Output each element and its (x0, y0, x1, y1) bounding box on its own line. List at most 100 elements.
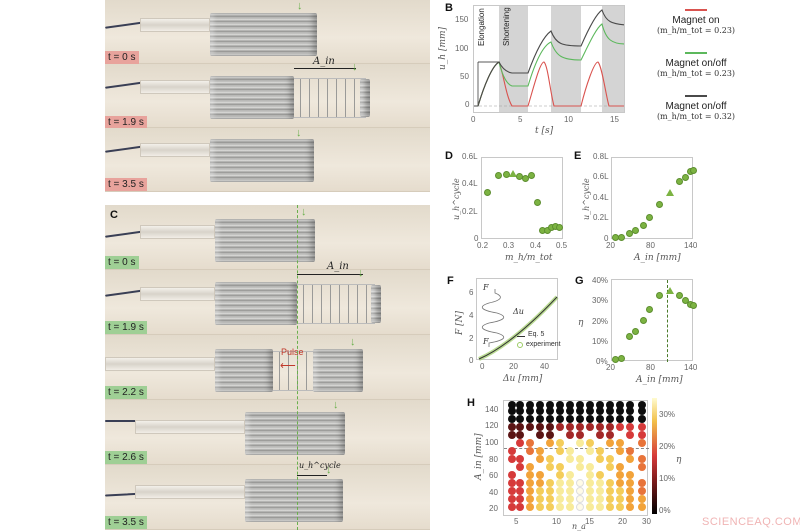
heatmap-point (566, 401, 574, 409)
shade-2 (551, 6, 581, 112)
syringe-tube (140, 18, 210, 32)
shortening-shade (499, 6, 528, 112)
panel-c-letter: C (110, 209, 118, 221)
heatmap-point (526, 495, 534, 503)
watermark: SCIENCEAQ.COM (702, 516, 800, 528)
f-xlabel: Δu [mm] (503, 374, 543, 384)
heatmap-point (526, 439, 534, 447)
heatmap-point (616, 479, 624, 487)
h-xlabel: n_a (572, 522, 586, 531)
h-xtick: 20 (618, 517, 627, 526)
data-point (656, 201, 663, 208)
time-label: t = 3.5 s (105, 178, 147, 191)
legend-magnet-onoff-023: Magnet on/off (m_h/m_tot = 0.23) (646, 52, 746, 78)
heatmap-point (616, 447, 624, 455)
e-xlabel: A_in [mm] (634, 253, 681, 263)
coil-cylinder (210, 76, 294, 119)
b-ytick: 0 (465, 100, 470, 109)
legend-eq5: Eq. 5 (528, 331, 545, 338)
heatmap-point (638, 407, 646, 415)
stretched-spring (294, 78, 366, 118)
f-xtick: 40 (540, 362, 549, 371)
panel-c-frame-3: Pulse ⟵ ↓ (105, 335, 430, 400)
colorbar (652, 398, 657, 514)
heatmap-point (586, 479, 594, 487)
d-xlabel: m_h/m_tot (505, 253, 553, 263)
heatmap-point (516, 487, 524, 495)
legend-label: Magnet on/off (665, 101, 727, 112)
heatmap-point (566, 495, 574, 503)
heatmap-point (556, 423, 564, 431)
coil-end (360, 79, 370, 117)
heatmap-point (606, 479, 614, 487)
data-point (618, 355, 625, 362)
g-ytick: 40% (592, 276, 609, 285)
syringe-tube (105, 357, 215, 371)
d-xtick: 0.2 (477, 241, 489, 250)
heatmap-point (638, 431, 646, 439)
heatmap-point (566, 503, 574, 511)
panel-g-letter: G (575, 275, 584, 287)
f-inset-force-bottom: F (483, 337, 489, 346)
panel-a-frame-2: A_in ↓ (105, 56, 430, 128)
heatmap-point (626, 431, 634, 439)
panel-a-frame-3: ↓ (105, 128, 430, 192)
d-ytick: 0.2L (462, 207, 478, 216)
heatmap-point (586, 495, 594, 503)
heatmap-point (556, 479, 564, 487)
pulse-arrow-icon: ⟵ (280, 360, 296, 372)
panel-f-plot: F Δu F Eq. 5 experiment (476, 278, 561, 361)
heatmap-point (556, 415, 564, 423)
heatmap-point (556, 471, 564, 479)
heatmap-point (616, 439, 624, 447)
legend-eq5-line (517, 336, 525, 337)
heatmap-point (576, 503, 584, 511)
e-ytick: 0 (604, 234, 609, 243)
heatmap-point (526, 479, 534, 487)
heatmap-point (508, 503, 516, 511)
time-label: t = 3.5 s (105, 516, 147, 529)
d-xtick: 0.5 (556, 241, 568, 250)
cable (105, 145, 145, 153)
heatmap-point (606, 407, 614, 415)
force-curve (478, 289, 559, 361)
panel-h-plot (503, 400, 649, 516)
colorbar-tick: 10% (659, 474, 676, 483)
a-in-dimension-line (294, 68, 356, 69)
data-point (484, 189, 491, 196)
heatmap-point (616, 487, 624, 495)
heatmap-point (576, 455, 584, 463)
legend-experiment-icon (517, 342, 523, 348)
f-inset-force-top: F (483, 283, 489, 292)
marker-arrow-icon: ↓ (352, 61, 358, 73)
heatmap-point (596, 407, 604, 415)
data-point (626, 333, 633, 340)
marker-arrow-icon: ↓ (297, 0, 303, 12)
heatmap-point (516, 455, 524, 463)
data-point (632, 328, 639, 335)
syringe-tube (140, 143, 210, 157)
pulse-spring (273, 351, 313, 391)
panel-f-letter: F (447, 275, 454, 287)
heatmap-point (556, 463, 564, 471)
e-xtick: 140 (684, 241, 698, 250)
legend-magnet-on: Magnet on (m_h/m_tot = 0.23) (646, 9, 746, 35)
data-point (646, 306, 653, 313)
reference-dashed-line (297, 205, 298, 530)
data-point (676, 178, 683, 185)
legend-label: Magnet on/off (665, 58, 727, 69)
panel-d-plot (481, 157, 563, 239)
cable (105, 289, 145, 297)
heatmap-point (638, 415, 646, 423)
coil-cylinder (245, 479, 343, 522)
marker-arrow-icon: ↓ (333, 399, 339, 411)
f-xtick: 20 (509, 362, 518, 371)
heatmap-point (626, 407, 634, 415)
d-xtick: 0.4 (530, 241, 542, 250)
heatmap-point (638, 487, 646, 495)
data-point-triangle (509, 170, 517, 177)
heatmap-point (616, 463, 624, 471)
heatmap-point (596, 401, 604, 409)
heatmap-point (536, 401, 544, 409)
heatmap-point (566, 407, 574, 415)
